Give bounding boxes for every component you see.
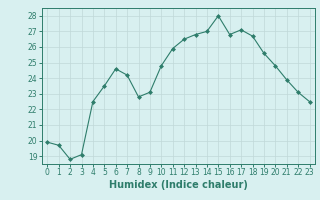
X-axis label: Humidex (Indice chaleur): Humidex (Indice chaleur)	[109, 180, 248, 190]
